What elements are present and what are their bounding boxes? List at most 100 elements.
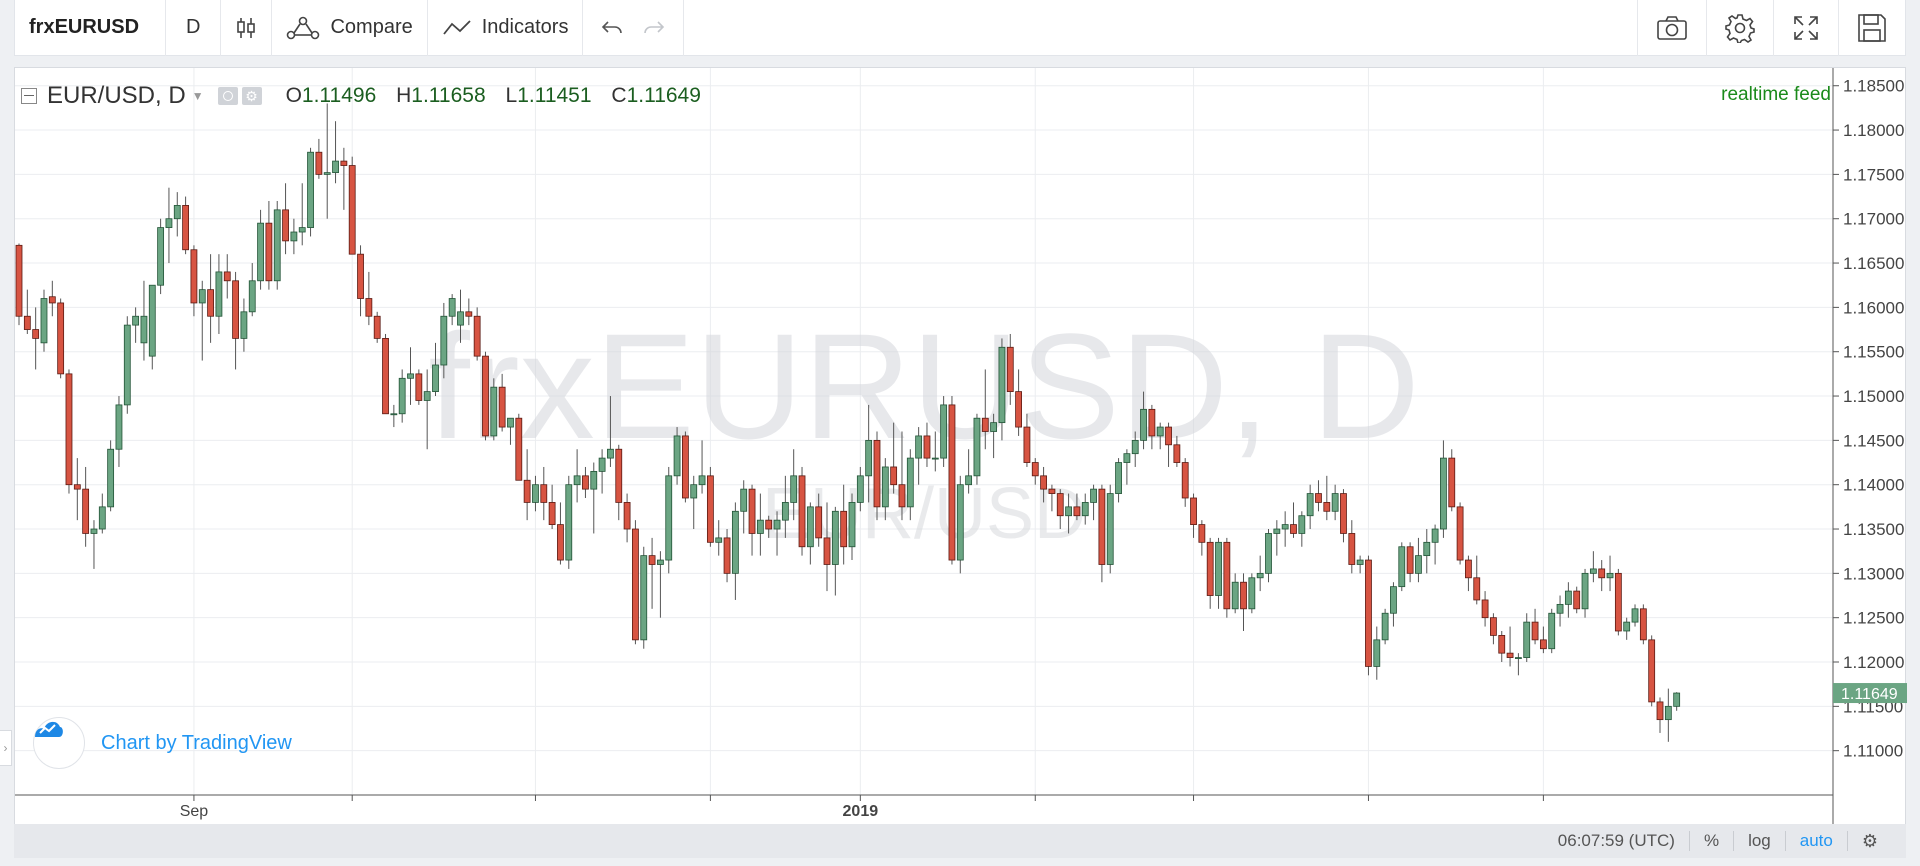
candle [1356,555,1364,574]
candle-body [731,510,739,574]
candle-body [1248,577,1256,610]
collapse-legend-icon[interactable] [21,88,37,104]
candle-body [740,488,748,512]
candle-body [173,205,181,220]
candlestick-chart[interactable]: 1.18500 1.18000 1.17500 1.17000 1.16500 1.160… [15,68,1907,825]
candle [1031,458,1039,485]
candle [565,475,573,569]
candle [257,209,264,290]
candle-body [1015,391,1022,428]
candle [706,466,714,547]
price-axis-label: 1.15500 [1843,343,1904,362]
candle-body [332,160,339,174]
candle-body [1273,528,1281,534]
candle [332,121,339,184]
candle-body [1048,488,1056,494]
candle [1398,542,1406,592]
candle-body [956,484,964,561]
candle-body [1656,701,1664,721]
candle [1315,480,1322,512]
candle-body [623,502,631,530]
save-button[interactable] [1838,0,1905,56]
candle [198,280,206,361]
candle [781,475,789,538]
redo-button[interactable] [633,0,685,56]
gear-icon[interactable]: ⚙ [241,87,262,105]
candle-body [265,222,273,282]
chart-style-button[interactable] [221,0,273,56]
drawings-toolbar-toggle[interactable]: › [0,730,12,766]
candle-body [215,271,223,317]
candle [207,254,214,343]
high-label: H [396,84,412,107]
settings-button[interactable] [1706,0,1773,56]
price-axis-label: 1.13000 [1843,564,1904,583]
candle-body [1381,612,1389,641]
candle [398,369,406,423]
candle [923,422,931,467]
candle [665,466,673,574]
price-axis-label: 1.17000 [1843,210,1904,229]
candle-body [182,205,190,251]
candle [165,187,173,264]
price-axis-label: 1.13500 [1843,520,1904,539]
candle-body [107,448,115,508]
candle [115,396,123,467]
candle [498,373,506,432]
indicators-button[interactable]: Indicators [428,0,584,56]
candle-body [398,377,406,415]
candle-body [257,222,264,282]
candle [1631,604,1639,627]
series-title[interactable]: EUR/USD, D [47,82,186,109]
candle-body [1423,541,1431,557]
candle [107,440,115,512]
candle [32,307,40,370]
candle-body [1614,572,1622,632]
candle [82,466,90,547]
realtime-feed-label: realtime feed [1721,84,1831,105]
tradingview-link[interactable]: Chart by TradingView [101,731,292,754]
eye-icon[interactable] [217,87,238,105]
symbol-search-button[interactable]: frxEURUSD [15,0,167,56]
candle-body [673,435,681,477]
tradingview-branding[interactable]: Chart by TradingView [33,717,292,769]
candle [215,254,223,334]
candle [1215,537,1222,609]
candle-body [906,457,914,508]
fullscreen-button[interactable] [1773,0,1838,56]
candle-body [507,417,514,428]
candle-body [682,435,689,499]
undo-icon [601,19,623,37]
snapshot-button[interactable] [1637,0,1706,56]
candle [1531,608,1539,645]
candle [731,502,739,600]
chevron-down-icon[interactable]: ▼ [191,89,204,103]
candle [157,218,165,295]
candle [1373,626,1381,680]
candle-body [1081,502,1089,517]
candle-body [1206,541,1214,596]
candle-body [990,422,998,432]
candle [698,440,706,494]
compare-button[interactable]: Compare [272,0,428,56]
candle [1140,391,1147,450]
chart-pane[interactable]: 1.18500 1.18000 1.17500 1.17000 1.16500 1.160… [14,67,1907,857]
percent-toggle[interactable]: % [1690,831,1735,851]
price-axis-label: 1.14000 [1843,476,1904,495]
undo-button[interactable] [583,0,633,56]
candle [440,302,448,379]
candle-body [23,315,31,330]
candle-body [998,346,1006,424]
candle [1423,529,1431,574]
candle-body [1290,524,1297,534]
candle [373,311,381,343]
candle [1015,369,1022,436]
gear-icon[interactable]: ⚙ [1861,831,1878,851]
candle [1198,520,1206,556]
candle [1348,520,1356,574]
auto-scale-toggle[interactable]: auto [1786,831,1848,851]
interval-button[interactable]: D [166,0,222,56]
candle-body [715,537,723,543]
log-toggle[interactable]: log [1734,831,1786,851]
candle [1406,542,1414,583]
